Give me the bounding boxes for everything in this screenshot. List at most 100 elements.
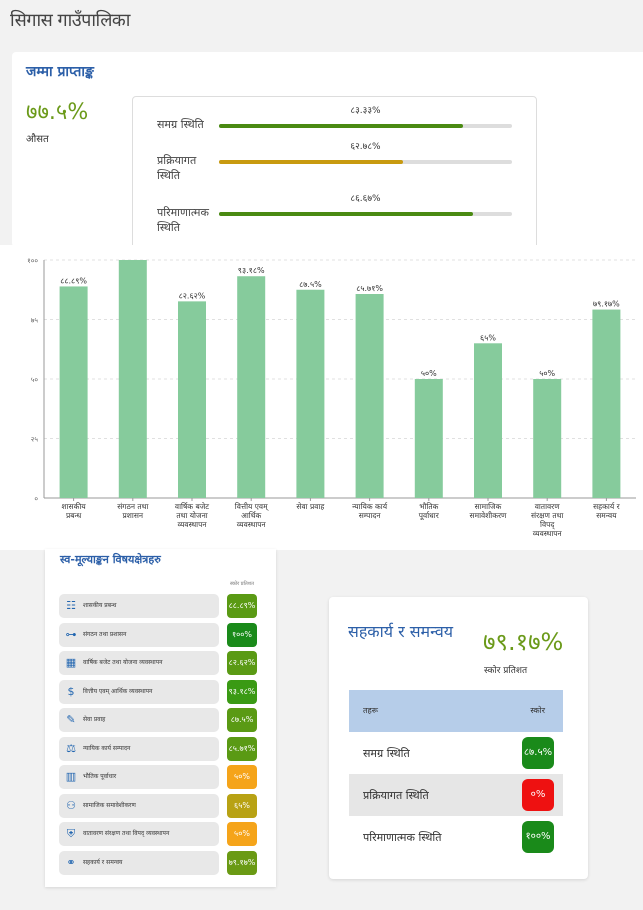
- area-pill[interactable]: ⛨ वातावरण संरक्षण तथा विपद् व्यवस्थापन: [59, 822, 219, 846]
- detail-card: सहकार्य र समन्वय ७९.१७% स्कोर प्रतिशत तह…: [329, 597, 588, 879]
- x-tick-label: तथा योजना: [176, 511, 208, 520]
- summary-heading: जम्मा प्राप्ताङ्क: [26, 64, 94, 80]
- x-tick-label: संगठन तथा: [117, 502, 149, 511]
- area-score-badge: ५०%: [227, 765, 257, 789]
- area-pill[interactable]: ⊶ संगठन तथा प्रशासन: [59, 622, 219, 647]
- bar-chart-card: ० २५ ५० ७५ १०० ८८.८९% शासकीय प्रबन्ध संगठन तथा प्…: [0, 245, 643, 550]
- x-tick-label: संरक्षण तथा: [531, 511, 564, 520]
- org-chart-icon: ⊶: [65, 627, 77, 641]
- area-label: शासकीय प्रबन्ध: [83, 602, 117, 609]
- x-tick-label: वातावरण: [535, 502, 561, 511]
- area-pill[interactable]: ✎ सेवा प्रवाह: [59, 708, 219, 732]
- detail-row-score-badge: १००%: [522, 821, 554, 853]
- status-progress-fill: [219, 212, 473, 216]
- bar-value-label: ५०%: [421, 369, 437, 378]
- people-icon: ⚇: [66, 798, 76, 812]
- area-pill[interactable]: ▥ भौतिक पूर्वाधार: [59, 765, 219, 789]
- area-pill[interactable]: $ वित्तीय एवम् आर्थिक व्यवस्थापन: [59, 679, 219, 704]
- calendar-icon: ▦: [65, 656, 77, 669]
- area-score-badge: १००%: [227, 622, 257, 647]
- area-list-item[interactable]: ⛨ वातावरण संरक्षण तथा विपद् व्यवस्थापन ५०%: [59, 822, 259, 846]
- area-score-badge: ५०%: [227, 822, 257, 846]
- area-pill[interactable]: ⚖ न्यायिक कार्य सम्पादन: [59, 736, 219, 761]
- x-tick-label: भौतिक: [419, 502, 438, 511]
- wrench-icon: ✎: [66, 713, 76, 726]
- detail-table-row: समग्र स्थिति ८७.५%: [349, 732, 563, 774]
- detail-table-row: प्रक्रियागत स्थिति ०%: [349, 774, 563, 816]
- area-pill[interactable]: ⚭ सहकार्य र समन्वय: [59, 850, 219, 875]
- area-label: वित्तीय एवम् आर्थिक व्यवस्थापन: [83, 687, 153, 695]
- area-list-item[interactable]: ☷ शासकीय प्रबन्ध ८८.८९%: [59, 594, 259, 618]
- detail-percent: ७९.१७%: [483, 628, 564, 656]
- y-tick-label: १००: [27, 257, 38, 265]
- status-row-quantitative: परिमाणात्मक स्थिति ८६.६७%: [133, 191, 538, 234]
- x-tick-label: सहकार्य र: [593, 502, 620, 511]
- area-list-item[interactable]: ⚭ सहकार्य र समन्वय ७९.१७%: [59, 850, 259, 875]
- status-progress-track: [219, 124, 512, 128]
- area-list-item[interactable]: ✎ सेवा प्रवाह ८७.५%: [59, 708, 259, 732]
- bar-value-label: ८८.८९%: [60, 276, 87, 285]
- status-value: ८३.३३%: [350, 106, 381, 116]
- clipboard-icon: ☷: [66, 599, 76, 612]
- x-tick-label: शासकीय: [62, 502, 87, 511]
- area-score-badge: ८२.६२%: [227, 651, 257, 675]
- area-label: सहकार्य र समन्वय: [83, 858, 123, 866]
- status-progress-fill: [219, 160, 403, 164]
- x-tick-label: पूर्वाधार: [419, 511, 440, 521]
- area-label: संगठन तथा प्रशासन: [83, 630, 127, 638]
- status-row-process: प्रक्रियागत स्थिति ६२.७८%: [133, 139, 538, 182]
- bar: [414, 379, 443, 498]
- detail-row-label: समग्र स्थिति: [363, 747, 410, 760]
- status-progress-fill: [219, 124, 464, 128]
- area-pill[interactable]: ⚇ सामाजिक समावेशीकरण: [59, 793, 219, 818]
- detail-title: सहकार्य र समन्वय: [348, 622, 454, 641]
- status-label: परिमाणात्मक स्थिति: [157, 206, 209, 234]
- x-tick-label: समावेशीकरण: [470, 511, 508, 520]
- x-tick-label: वित्तीय एवम्: [235, 502, 269, 511]
- x-tick-label: वार्षिक बजेट: [175, 502, 209, 511]
- bar-value-label: ८७.५%: [299, 280, 322, 289]
- area-score-badge: ८५.७१%: [227, 736, 257, 761]
- area-score-badge: ७९.१७%: [227, 850, 257, 875]
- x-tick-label: न्यायिक कार्य: [352, 502, 388, 511]
- x-tick-label: प्रशासन: [123, 511, 144, 520]
- bar-value-label: ६५%: [480, 333, 496, 342]
- bar: [59, 286, 88, 498]
- bar: [533, 379, 562, 498]
- bar-value-label: ९३.१८%: [238, 266, 265, 275]
- page-title: सिगास गाउँपालिका: [10, 10, 130, 31]
- area-score-badge: ८८.८९%: [227, 594, 257, 618]
- area-list-item[interactable]: ⊶ संगठन तथा प्रशासन १००%: [59, 622, 259, 647]
- area-list-item[interactable]: ▥ भौतिक पूर्वाधार ५०%: [59, 765, 259, 789]
- x-tick-label: विपद्: [540, 520, 555, 529]
- bar: [178, 301, 206, 498]
- detail-row-score-badge: ०%: [522, 779, 554, 811]
- detail-header-score: स्कोर: [530, 706, 545, 715]
- shield-icon: ⛨: [66, 827, 76, 840]
- bar: [355, 294, 384, 498]
- status-box: समग्र स्थिति ८३.३३% प्रक्रियागत स्थिति ६…: [132, 96, 537, 256]
- area-list-item[interactable]: ⚖ न्यायिक कार्य सम्पादन ८५.७१%: [59, 736, 259, 761]
- x-tick-label: व्यवस्थापन: [237, 520, 267, 529]
- status-progress-track: [219, 160, 512, 164]
- detail-row-label: प्रक्रियागत स्थिति: [363, 789, 429, 802]
- summary-sublabel: औसत: [26, 134, 49, 145]
- y-tick-label: २५: [31, 436, 39, 444]
- area-list-item[interactable]: $ वित्तीय एवम् आर्थिक व्यवस्थापन ९३.१८%: [59, 679, 259, 704]
- detail-row-label: परिमाणात्मक स्थिति: [363, 831, 442, 844]
- x-tick-label: व्यवस्थापन: [533, 529, 563, 538]
- status-progress-track: [219, 212, 512, 216]
- bar: [118, 260, 147, 498]
- x-tick-label: समन्वय: [596, 511, 617, 520]
- area-label: सेवा प्रवाह: [83, 716, 106, 723]
- area-list-item[interactable]: ⚇ सामाजिक समावेशीकरण ६५%: [59, 793, 259, 818]
- handshake-icon: ⚭: [66, 855, 76, 869]
- area-pill[interactable]: ▦ वार्षिक बजेट तथा योजना व्यवस्थापन: [59, 651, 219, 675]
- building-icon: ▥: [65, 770, 77, 783]
- bar-value-label: ५०%: [539, 369, 555, 378]
- status-value: ६२.७८%: [350, 142, 381, 152]
- area-pill[interactable]: ☷ शासकीय प्रबन्ध: [59, 594, 219, 618]
- area-list-item[interactable]: ▦ वार्षिक बजेट तथा योजना व्यवस्थापन ८२.६२%: [59, 651, 259, 675]
- detail-table-header: तहरू स्कोर: [349, 690, 563, 732]
- bar-chart: ० २५ ५० ७५ १०० ८८.८९% शासकीयप्रबन्ध संगठन तथाप्…: [27, 257, 636, 538]
